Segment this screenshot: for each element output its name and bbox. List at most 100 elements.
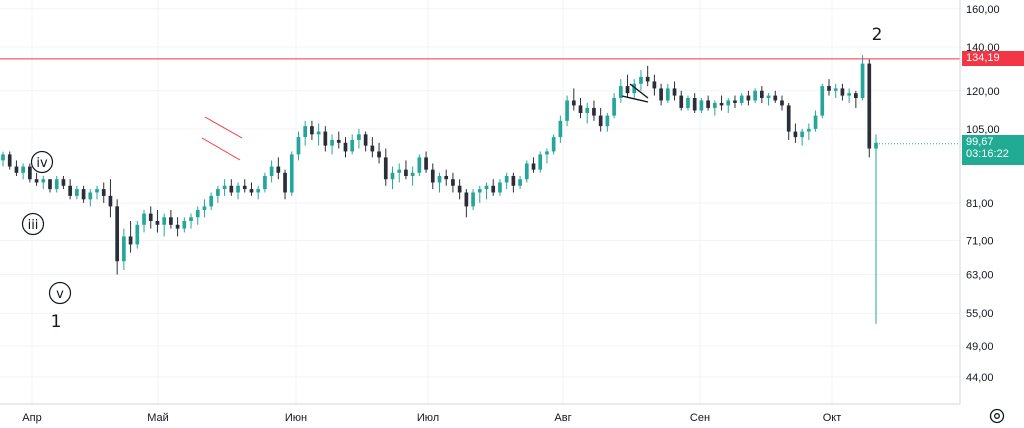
candle (605, 113, 610, 132)
candle (437, 172, 442, 193)
x-axis[interactable]: Апр Май Июн Июл Авг Сен Окт (22, 412, 841, 424)
y-axis[interactable]: 160,00 140,00 120,00 105,00 81,00 71,00 63,00 5… (966, 4, 1000, 384)
triangle-line[interactable] (621, 95, 649, 103)
candle (625, 74, 630, 99)
x-tick-label: Авг (554, 412, 571, 424)
wave-label[interactable]: v (48, 281, 72, 305)
candle (578, 98, 583, 119)
candle (471, 189, 475, 210)
candle (551, 134, 556, 155)
y-tick-label: 63,00 (966, 269, 994, 281)
candle (383, 148, 388, 186)
candle (874, 134, 878, 324)
candle (7, 151, 12, 170)
candle (484, 182, 489, 200)
candle (538, 151, 543, 173)
candle (592, 100, 596, 121)
y-tick-label: 55,00 (966, 308, 994, 320)
svg-text:v: v (56, 287, 64, 302)
candle (34, 172, 39, 186)
candle (330, 134, 334, 155)
candle (363, 131, 368, 152)
channel-line-upper[interactable] (204, 116, 243, 139)
y-tick-label: 140,00 (966, 42, 1000, 54)
candle (101, 182, 106, 203)
candle (545, 148, 549, 164)
wave-label[interactable]: iv (30, 150, 54, 174)
y-tick-label: 81,00 (966, 198, 994, 210)
countdown-label: 03:16:22 (966, 148, 1009, 160)
candle (477, 185, 482, 203)
candle (860, 55, 865, 101)
y-tick-label: 49,00 (966, 341, 994, 353)
candle (390, 166, 395, 190)
candle (61, 175, 66, 190)
candle (370, 137, 375, 158)
triangle-line[interactable] (629, 83, 649, 99)
candle (565, 95, 569, 127)
candle (256, 185, 261, 200)
candle (162, 213, 167, 237)
candle (524, 160, 529, 183)
candle (41, 175, 46, 190)
candle (68, 179, 73, 200)
candle (54, 175, 59, 193)
candle (840, 83, 845, 101)
candle (827, 79, 831, 96)
horizontal-line-price-tag: 134,19 (962, 51, 1024, 66)
candle (202, 199, 207, 218)
candle (88, 189, 93, 207)
candle (377, 142, 381, 164)
candle (229, 179, 234, 196)
candle (108, 179, 113, 218)
candle (269, 160, 274, 183)
wave-label[interactable]: 1 (51, 312, 62, 332)
candle (1, 151, 5, 167)
settings-icon[interactable] (988, 407, 1006, 425)
candle (773, 90, 778, 103)
candle (424, 151, 428, 173)
candle (28, 163, 32, 183)
y-tick-label: 160,00 (966, 4, 1000, 16)
candle (296, 131, 301, 161)
candles (1, 55, 878, 324)
candle (430, 163, 435, 190)
svg-text:iii: iii (28, 218, 39, 233)
candle (169, 209, 173, 229)
candle (854, 90, 858, 108)
wave-label[interactable]: 2 (872, 25, 883, 45)
candle (122, 228, 126, 271)
candle (712, 100, 717, 116)
candle (491, 179, 496, 196)
candle (75, 185, 79, 200)
candle (316, 123, 321, 146)
x-tick-label: Сен (690, 412, 710, 424)
candle (793, 123, 798, 143)
x-tick-label: Июн (285, 412, 307, 424)
channel-line-lower[interactable] (201, 137, 241, 161)
candle (766, 93, 771, 106)
candle (209, 192, 214, 210)
candle (733, 95, 737, 108)
candle (719, 95, 724, 111)
candle (323, 126, 328, 152)
candle (417, 154, 422, 176)
candle (518, 175, 522, 190)
candle (350, 134, 355, 155)
candle (659, 83, 663, 106)
candle (746, 90, 751, 106)
candle (397, 163, 402, 183)
x-tick-label: Окт (823, 412, 842, 424)
candle (618, 79, 623, 103)
candle (706, 95, 710, 111)
candle (343, 137, 348, 158)
candle (585, 102, 590, 124)
candle (652, 74, 657, 96)
candle (195, 206, 200, 225)
candle (571, 88, 576, 111)
candle (242, 179, 247, 193)
candle (612, 93, 616, 119)
wave-label[interactable]: iii (21, 212, 45, 236)
candle (806, 123, 811, 140)
